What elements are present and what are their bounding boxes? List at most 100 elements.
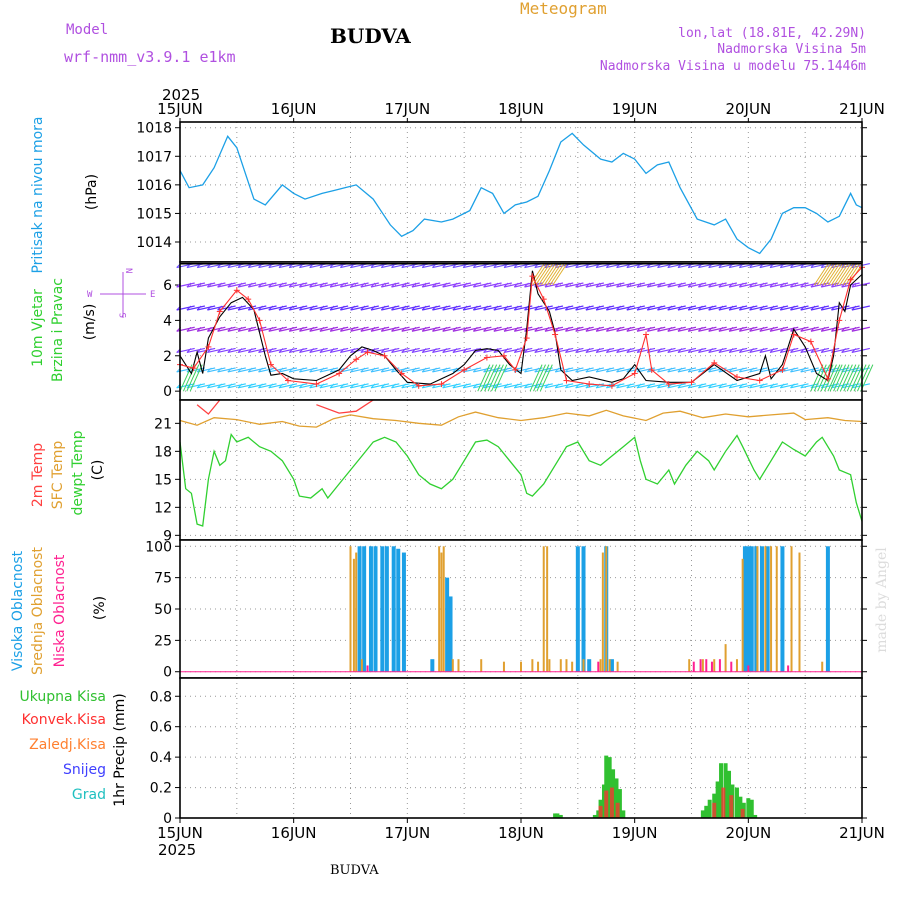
wind-arrow-head (196, 282, 202, 288)
wind-arrow-head (186, 282, 192, 288)
wind-arrow (851, 367, 870, 373)
wind-arrow-head (360, 305, 366, 311)
precip-bar-conv (729, 795, 734, 818)
cloud-bar-high (362, 546, 367, 672)
y-tick-label: 6 (163, 278, 172, 294)
wind-arrow (790, 347, 809, 354)
wind-compass: W E N S (87, 268, 155, 318)
wind-arrow-head (534, 305, 540, 311)
wind-arrow-head (472, 367, 478, 373)
wind-arrow-head (288, 348, 294, 353)
y-tick-label: 0 (163, 665, 172, 681)
top-date-label: 18JUN (498, 100, 544, 118)
wind-arrow (391, 282, 410, 288)
wind-arrow (391, 367, 410, 373)
wind-arrow (688, 367, 707, 373)
wind-arrow-head (718, 282, 724, 288)
wind-arrow-head (401, 326, 407, 332)
wind-arrow (606, 305, 625, 311)
wind-arrow (462, 282, 482, 288)
wind-arrow-head (442, 305, 448, 311)
wind-arrow-head (820, 326, 826, 332)
cloud-bar-high (396, 548, 401, 672)
precip-bar-total (614, 778, 619, 818)
cloud-left-label-2: Srednja Oblacnost (30, 547, 46, 675)
wind-arrow (647, 305, 666, 311)
wind-arrow (728, 383, 748, 389)
cloud-bar-mid (775, 546, 778, 672)
wind-arrow (595, 347, 615, 354)
cloud-bar-mid (713, 659, 716, 672)
wind-arrow-head (483, 282, 488, 288)
wind-arrow (821, 347, 840, 354)
wind-arrow (565, 282, 584, 288)
precip-bar-total (604, 755, 609, 818)
wind-arrow-head (350, 326, 355, 332)
wind-arrow (585, 326, 605, 332)
wind-arrow (565, 367, 584, 373)
y-tick-label: 15 (154, 472, 172, 488)
wind-arrow (626, 383, 645, 389)
wind-arrow-head (309, 326, 315, 332)
wind-stripe (829, 364, 843, 392)
wind-arrow-head (186, 305, 192, 311)
cloud-bar-low (366, 665, 369, 672)
wind-arrow (534, 367, 553, 373)
cloud-unit-label: (%) (92, 596, 108, 620)
wind-arrow (289, 305, 308, 311)
cloud-bar-high (759, 546, 764, 672)
wind-arrow-head (227, 305, 233, 311)
wind-arrow-head (452, 383, 458, 389)
precip-bar-total (553, 813, 558, 818)
wind-arrow-head (421, 305, 427, 311)
wind-stripe-top (822, 263, 838, 286)
wind-arrow-head (728, 282, 734, 288)
wind-arrow (831, 367, 850, 373)
wind-arrow-head (340, 326, 345, 332)
wind-arrow (186, 383, 206, 389)
wind-arrow-head (657, 326, 662, 332)
wind-arrow-head (565, 326, 570, 332)
wind-arrow-head (247, 326, 253, 332)
wind-arrow-head (370, 383, 376, 389)
wind-arrow-head (360, 282, 366, 288)
precip-bar-total (596, 810, 601, 818)
y-tick-label: 12 (154, 500, 172, 516)
wind-arrow-head (534, 348, 540, 353)
precip-panel: 0 0.2 0.4 0.6 0.8 (150, 677, 867, 827)
wind-stripe (484, 364, 498, 392)
wind-arrow-head (800, 282, 806, 288)
wind-stripe (839, 364, 853, 392)
wind-arrow-head (380, 367, 386, 373)
wind-arrow-head (258, 282, 263, 288)
cloud-panel: 0 25 50 75 100 (145, 539, 867, 681)
wind-arrow (708, 305, 727, 311)
wind-arrow-head (503, 383, 509, 389)
precip-bar-total (601, 784, 606, 818)
precip-bar-total (715, 781, 720, 818)
wind-arrow (769, 383, 789, 389)
wind-unit-label: (m/s) (82, 304, 98, 341)
wind-arrow-head (196, 326, 202, 332)
cloud-bar-mid (537, 661, 540, 672)
wind-arrow-head (800, 326, 806, 332)
wind-arrow-head (237, 326, 243, 332)
wind-arrow (851, 326, 870, 332)
wind-arrow-head (616, 305, 621, 311)
wind-arrow (227, 347, 246, 354)
wind-arrow (493, 326, 512, 332)
wind-arrow-head (636, 383, 642, 389)
wind-arrow-head (503, 367, 509, 373)
wind-arrow-head (268, 326, 274, 332)
temp-left-label-1: 2m Temp (30, 443, 46, 507)
wind-arrow (197, 326, 216, 332)
wind-arrow-head (698, 305, 703, 311)
watermark: made by Angel (874, 547, 890, 653)
wind-arrow (657, 367, 676, 373)
meteogram-title: Meteogram (520, 0, 607, 18)
cloud-bar-high (445, 577, 450, 672)
wind-arrow-head (769, 305, 775, 311)
wind-arrow (718, 347, 738, 354)
wind-arrow (186, 282, 206, 288)
wind-arrow (565, 326, 584, 332)
